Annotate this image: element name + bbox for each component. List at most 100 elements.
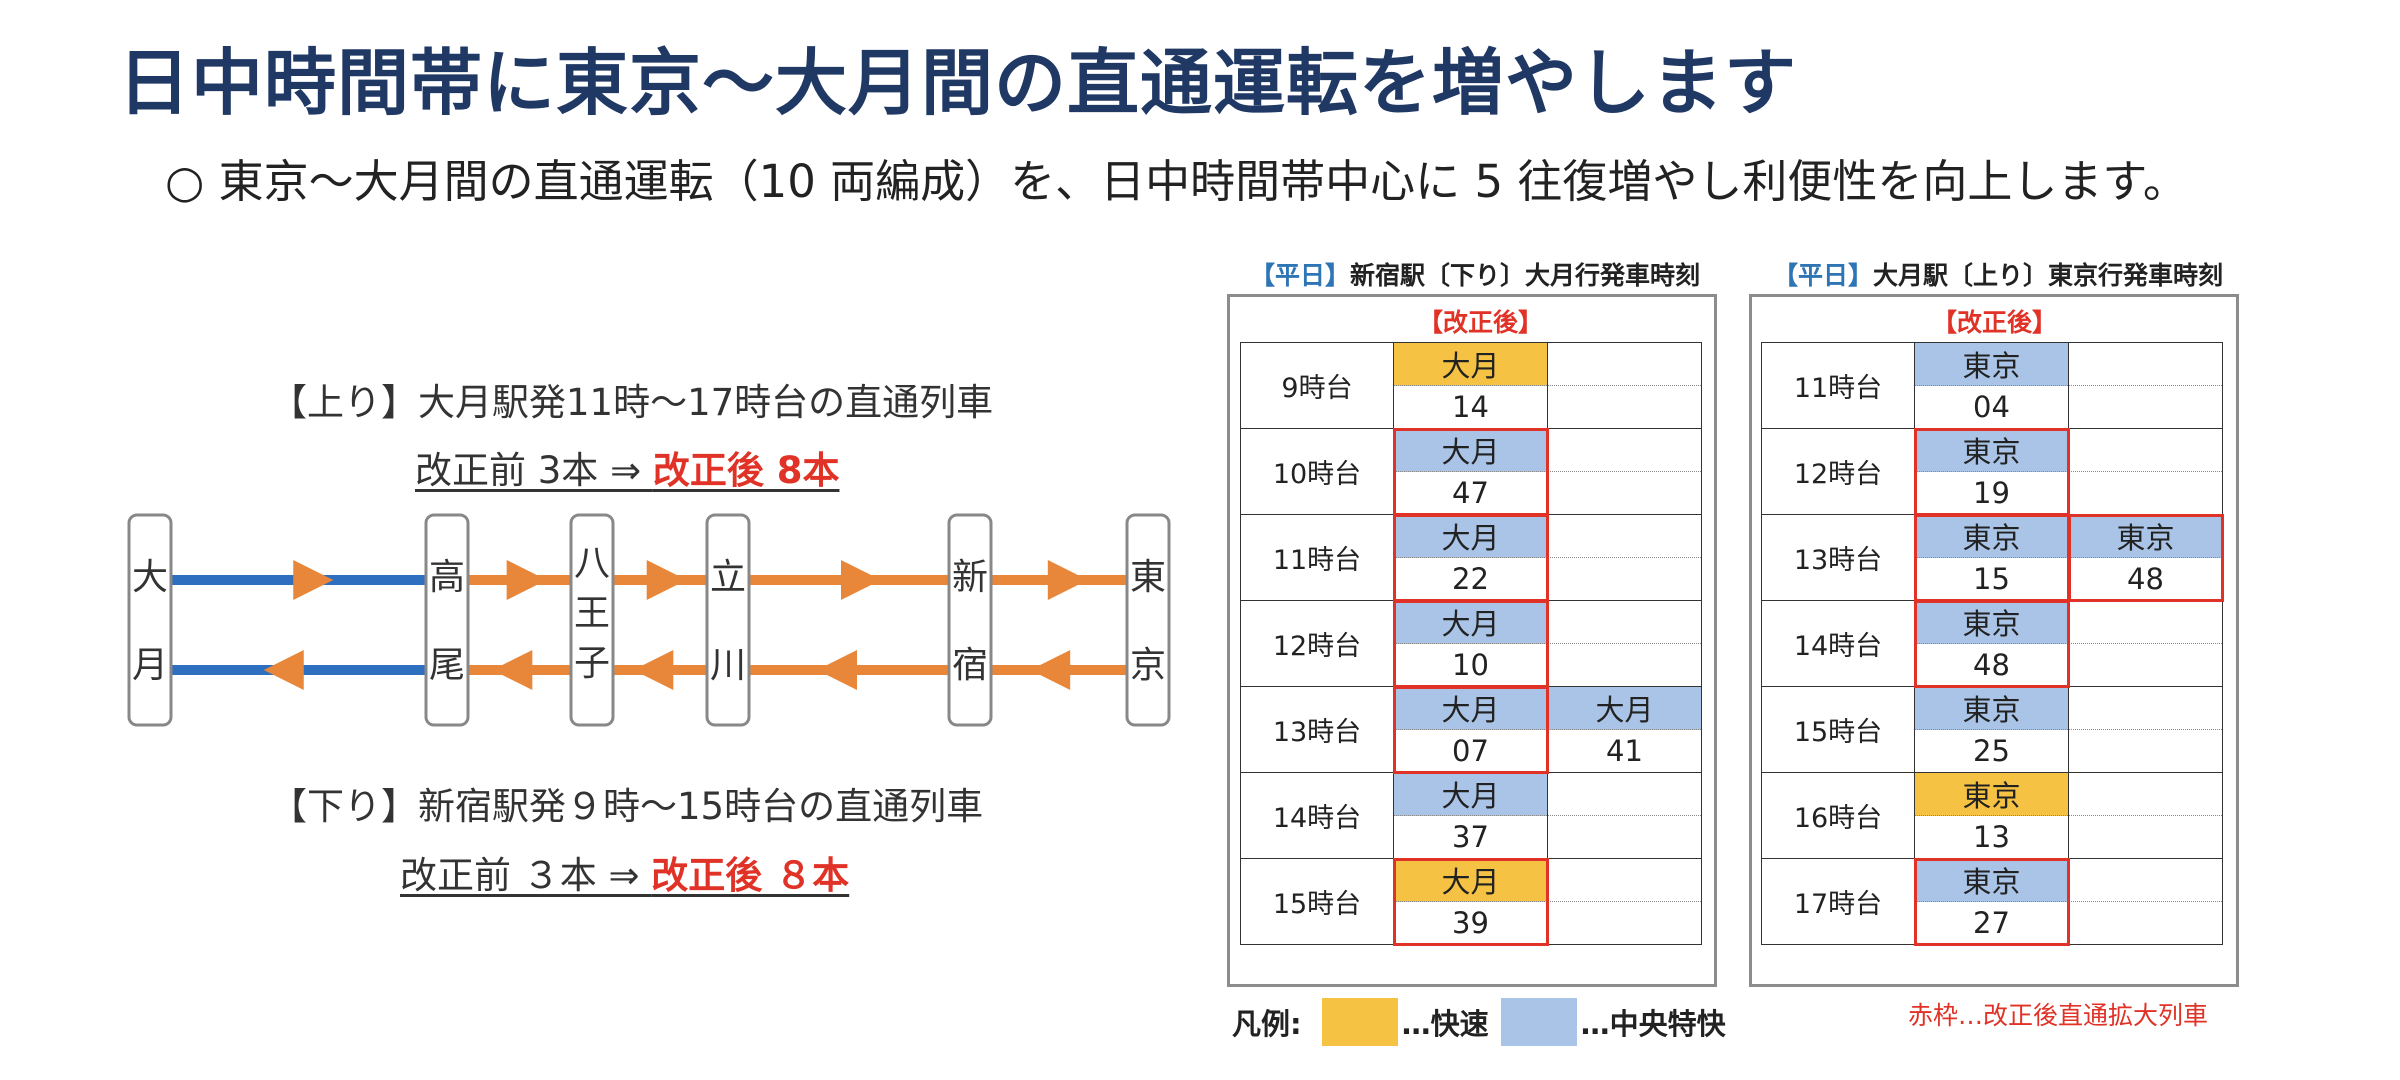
hour-cell: 13時台 — [1240, 686, 1394, 773]
empty-cell — [2068, 385, 2223, 429]
otsuki-timetable-panel — [1749, 294, 2239, 987]
timetable-row: 14時台 大月 — [1240, 772, 1702, 859]
timetable-row: 11時台 東京 — [1761, 342, 2223, 429]
timetable-row: 9時台 大月 — [1240, 342, 1702, 429]
hour-cell: 14時台 — [1761, 600, 1915, 687]
timetable-row: 15時台 大月 — [1240, 858, 1702, 945]
empty-cell — [2068, 342, 2223, 386]
timetable-row: 10時台 大月 — [1240, 428, 1702, 515]
timetable-row: 19 — [1762, 471, 2223, 515]
minute-cell: 41 — [1547, 729, 1702, 773]
new-train-highlight — [1392, 857, 1549, 946]
empty-cell — [1547, 557, 1702, 601]
empty-cell — [2068, 686, 2223, 730]
up-direction-arrow-icon — [506, 560, 547, 600]
empty-cell — [2068, 471, 2223, 515]
empty-cell — [2068, 729, 2223, 773]
otsuki-timetable-header: 【改正後】 — [1932, 308, 2058, 337]
otsuki-timetable-title: 【平日】大月駅〔上り〕東京行発車時刻 — [1773, 256, 2223, 292]
station-box-shinjuku — [947, 513, 993, 727]
new-train-highlight — [1913, 857, 2070, 946]
timetable-row: 15 48 — [1762, 557, 2223, 601]
minute-cell: 27 — [1914, 901, 2069, 945]
legend-express-text: …快速 — [1401, 1007, 1489, 1041]
timetable-row: 22 — [1241, 557, 1702, 601]
empty-cell — [2068, 901, 2223, 945]
destination-cell: 大月 — [1393, 858, 1548, 902]
station-label-takao-1: 高 — [429, 557, 465, 598]
station-label-tachikawa-1: 立 — [710, 557, 746, 598]
destination-cell: 東京 — [2068, 514, 2223, 558]
station-label-takao-2: 尾 — [429, 645, 465, 686]
empty-cell — [1547, 901, 1702, 945]
down-direction-arrow-icon — [492, 650, 533, 690]
hour-cell: 17時台 — [1761, 858, 1915, 945]
shinjuku-day-label: 【平日】 — [1250, 261, 1351, 290]
empty-cell — [2068, 428, 2223, 472]
new-train-highlight — [1392, 599, 1549, 688]
route-diagram: 大月 高尾 八王子 立川 新宿 東京 — [127, 513, 1171, 727]
destination-cell: 東京 — [1914, 514, 2069, 558]
hour-cell: 13時台 — [1761, 514, 1915, 601]
up-caption: 【上り】大月駅発11時～17時台の直通列車 — [270, 381, 994, 424]
new-train-highlight — [2067, 513, 2224, 602]
timetable-row: 11時台 大月 — [1240, 514, 1702, 601]
timetable-row: 12時台 大月 — [1240, 600, 1702, 687]
timetable-row: 14時台 東京 — [1761, 600, 2223, 687]
up-count-before: 改正前 3本 ⇒ — [415, 449, 653, 492]
destination-cell: 大月 — [1547, 686, 1702, 730]
up-direction-arrow-icon — [293, 560, 334, 600]
down-direction-arrow-icon — [1030, 650, 1071, 690]
station-label-otsuki-1: 大 — [132, 557, 168, 598]
otsuki-day-label: 【平日】 — [1773, 261, 1874, 290]
hour-cell: 12時台 — [1240, 600, 1394, 687]
empty-cell — [1547, 428, 1702, 472]
minute-cell: 48 — [2068, 557, 2223, 601]
station-box-hachioji — [569, 513, 615, 727]
shinjuku-timetable-panel — [1227, 294, 1717, 987]
station-box-tokyo — [1125, 513, 1171, 727]
new-train-highlight — [1392, 685, 1549, 774]
destination-cell: 大月 — [1393, 600, 1548, 644]
up-direction-arrow-icon — [841, 560, 881, 600]
hour-cell: 11時台 — [1240, 514, 1394, 601]
destination-cell: 大月 — [1393, 514, 1548, 558]
legend: 凡例: …快速 …中央特快 — [1232, 998, 1726, 1046]
page-subtitle: ○ 東京～大月間の直通運転（10 両編成）を、日中時間帯中心に 5 往復増やし利… — [165, 155, 2188, 208]
new-train-highlight — [1913, 513, 2070, 602]
station-box-takao — [424, 513, 470, 727]
empty-cell — [1547, 385, 1702, 429]
minute-cell: 47 — [1393, 471, 1548, 515]
up-count: 改正前 3本 ⇒ 改正後 8本 — [415, 440, 839, 494]
timetable-row: 47 — [1241, 471, 1702, 515]
station-label-tokyo-1: 東 — [1130, 557, 1166, 598]
destination-cell: 東京 — [1914, 772, 2069, 816]
destination-cell: 大月 — [1393, 428, 1548, 472]
empty-cell — [1547, 342, 1702, 386]
hour-cell: 15時台 — [1240, 858, 1394, 945]
timetable-row: 16時台 東京 — [1761, 772, 2223, 859]
empty-cell — [1547, 600, 1702, 644]
minute-cell: 15 — [1914, 557, 2069, 601]
timetable-row: 27 — [1762, 901, 2223, 945]
empty-cell — [2068, 643, 2223, 687]
station-label-tokyo-2: 京 — [1130, 645, 1166, 686]
empty-cell — [1547, 772, 1702, 816]
minute-cell: 04 — [1914, 385, 2069, 429]
legend-note: 赤枠…改正後直通拡大列車 — [1908, 1001, 2209, 1030]
timetable-row: 48 — [1762, 643, 2223, 687]
new-train-highlight — [1392, 427, 1549, 516]
timetable-row: 04 — [1762, 385, 2223, 429]
minute-cell: 13 — [1914, 815, 2069, 859]
station-box-tachikawa — [705, 513, 751, 727]
down-direction-arrow-icon — [263, 650, 304, 690]
empty-cell — [1547, 815, 1702, 859]
minute-cell: 48 — [1914, 643, 2069, 687]
station-box-otsuki — [127, 513, 173, 727]
shinjuku-title-text: 新宿駅〔下り〕大月行発車時刻 — [1350, 261, 1701, 290]
station-label-hachioji-1: 八 — [574, 543, 610, 584]
destination-cell: 東京 — [1914, 342, 2069, 386]
empty-cell — [2068, 600, 2223, 644]
hour-cell: 16時台 — [1761, 772, 1915, 859]
destination-cell: 大月 — [1393, 342, 1548, 386]
